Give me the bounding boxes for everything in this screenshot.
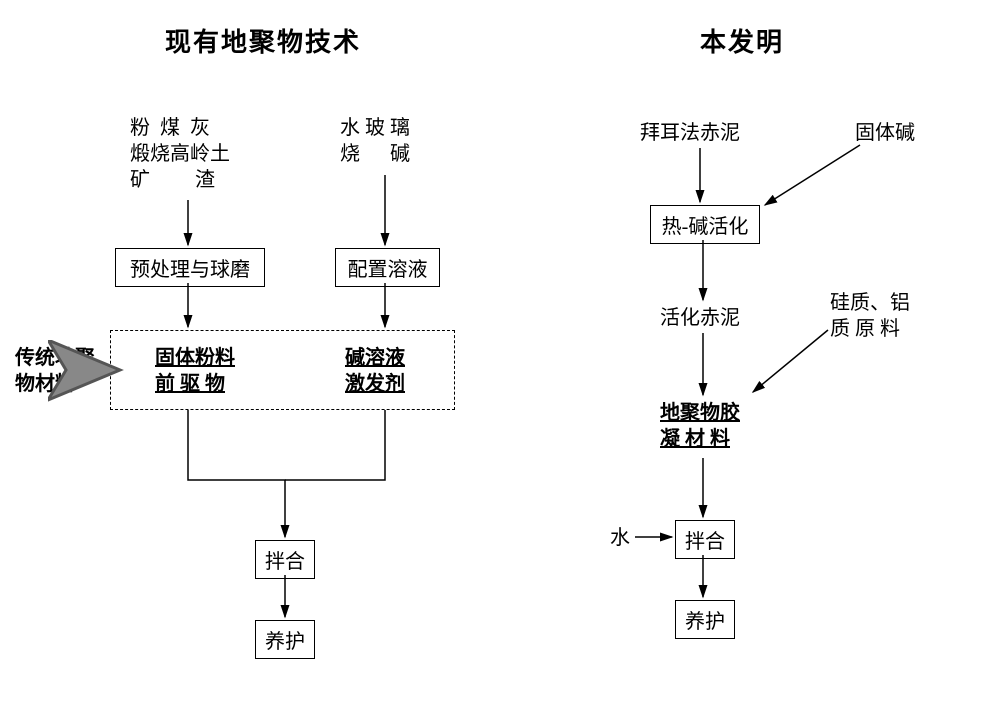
left-inputs-b: 水 玻 璃 烧 碱 bbox=[340, 115, 410, 167]
left-box-cure: 养护 bbox=[255, 620, 315, 659]
side-label-traditional: 传统地聚 物材料 bbox=[15, 345, 95, 397]
right-title: 本发明 bbox=[700, 22, 784, 59]
side-raw: 硅质、铝 质 原 料 bbox=[830, 290, 910, 342]
side-water: 水 bbox=[610, 525, 630, 551]
dashed-b: 碱溶液 激发剂 bbox=[345, 345, 405, 397]
left-title: 现有地聚物技术 bbox=[165, 22, 361, 59]
box-solution: 配置溶液 bbox=[335, 248, 440, 287]
right-top-a: 拜耳法赤泥 bbox=[640, 120, 740, 146]
box-pretreat: 预处理与球磨 bbox=[115, 248, 265, 287]
text-geopolymer: 地聚物胶 凝 材 料 bbox=[660, 400, 740, 452]
text-activated: 活化赤泥 bbox=[660, 305, 740, 331]
left-inputs-a: 粉 煤 灰 煅烧高岭土 矿 渣 bbox=[130, 115, 230, 193]
right-top-b: 固体碱 bbox=[855, 120, 915, 146]
right-box-mix: 拌合 bbox=[675, 520, 735, 559]
box-activate: 热-碱活化 bbox=[650, 205, 760, 244]
dashed-a: 固体粉料 前 驱 物 bbox=[155, 345, 235, 397]
left-box-mix: 拌合 bbox=[255, 540, 315, 579]
right-box-cure: 养护 bbox=[675, 600, 735, 639]
